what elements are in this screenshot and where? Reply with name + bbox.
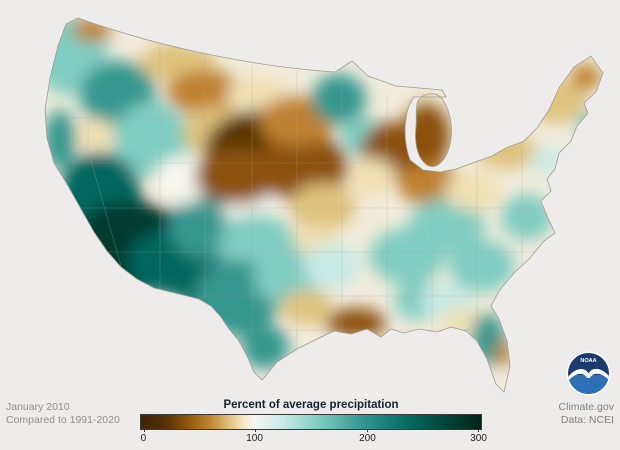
colorbar-tick-label: 100 bbox=[246, 433, 263, 444]
state-borders bbox=[45, 20, 550, 350]
precipitation-field bbox=[45, 18, 603, 392]
us-outline bbox=[44, 17, 604, 393]
period-line: January 2010 bbox=[6, 401, 70, 413]
data-source: Data: NCEI bbox=[560, 413, 614, 426]
noaa-logo: NOAA bbox=[566, 351, 611, 396]
colorbar-tick-label: 0 bbox=[140, 433, 147, 444]
colorbar-tick-mark bbox=[254, 429, 256, 432]
noaa-seagull-icon: NOAA bbox=[566, 351, 611, 396]
baseline-line: Compared to 1991-2020 bbox=[6, 413, 120, 426]
colorbar-title: Percent of average precipitation bbox=[223, 399, 399, 411]
colorbar: Percent of average precipitation 0 100 2… bbox=[140, 399, 487, 445]
noaa-logo-text: NOAA bbox=[580, 358, 596, 364]
period-caption: January 2010 Compared to 1991-2020 bbox=[6, 401, 120, 426]
colorbar-tick-mark bbox=[367, 429, 369, 432]
colorbar-gradient bbox=[140, 414, 482, 432]
credits-caption: Climate.gov Data: NCEI bbox=[559, 401, 614, 426]
source-site: Climate.gov bbox=[558, 401, 614, 413]
colorbar-tick-mark bbox=[477, 429, 479, 432]
colorbar-tick-label: 200 bbox=[359, 433, 376, 444]
colorbar-tick-label: 300 bbox=[470, 433, 487, 444]
colorbar-tick-mark bbox=[144, 429, 146, 432]
colorbar-labels: 0 100 200 300 bbox=[140, 433, 487, 445]
